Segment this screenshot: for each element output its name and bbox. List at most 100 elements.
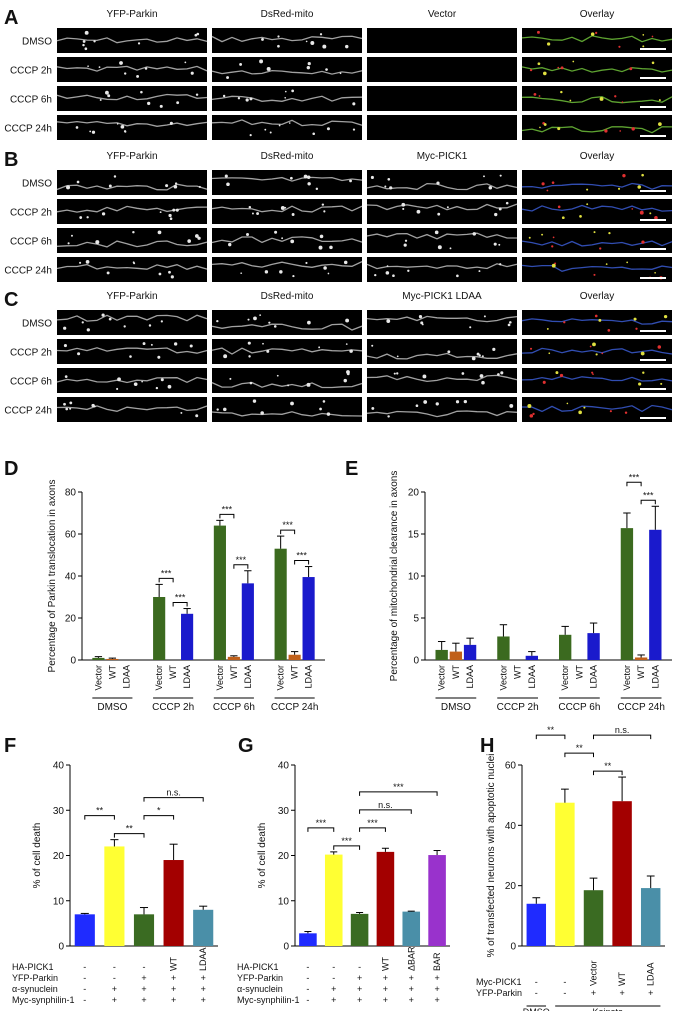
bar — [302, 577, 315, 660]
condition-value: + — [357, 973, 362, 983]
puncta — [614, 95, 617, 98]
condition-value: + — [141, 973, 146, 983]
puncta — [228, 242, 232, 247]
significance-bracket — [626, 481, 642, 487]
significance-bracket — [280, 529, 296, 535]
panel-letter: B — [4, 149, 18, 171]
neurite — [211, 323, 363, 331]
puncta — [325, 68, 328, 71]
puncta — [273, 325, 277, 328]
significance-bracket — [535, 734, 566, 740]
bar — [497, 636, 510, 660]
puncta — [318, 245, 323, 250]
micrograph — [57, 310, 207, 335]
significance-label: *** — [316, 818, 327, 828]
puncta — [651, 35, 654, 38]
puncta — [169, 121, 173, 125]
puncta — [269, 131, 272, 134]
puncta — [641, 240, 645, 244]
y-axis-label: Percentage of Parkin translocation in ax… — [47, 480, 58, 673]
significance-label: *** — [222, 504, 233, 514]
puncta — [401, 202, 406, 207]
condition-value: + — [201, 995, 206, 1005]
puncta — [268, 321, 271, 324]
puncta — [507, 323, 511, 327]
bar — [612, 801, 632, 946]
puncta — [142, 342, 146, 346]
puncta — [663, 314, 668, 319]
puncta — [589, 345, 592, 348]
x-tick-label: CCCP 6h — [558, 702, 600, 713]
y-tick-label: 20 — [53, 851, 65, 862]
puncta — [345, 343, 348, 345]
puncta — [79, 261, 82, 264]
puncta — [593, 273, 596, 276]
puncta — [172, 208, 176, 212]
puncta — [371, 406, 375, 410]
puncta — [533, 92, 537, 96]
x-tick-label: DMSO — [441, 702, 471, 713]
puncta — [120, 124, 125, 129]
puncta — [447, 350, 451, 354]
column-header: Overlay — [580, 151, 614, 162]
micrograph — [212, 115, 362, 140]
puncta — [226, 76, 230, 80]
neurite — [211, 69, 363, 75]
puncta — [586, 203, 589, 206]
neurite — [521, 404, 673, 413]
bar-label: LDAA — [527, 665, 537, 689]
condition-label: HA-PICK1 — [237, 962, 279, 972]
y-tick-label: 20 — [65, 614, 77, 625]
puncta — [599, 247, 602, 250]
puncta — [539, 126, 541, 129]
puncta — [488, 185, 493, 190]
micrograph — [367, 28, 517, 53]
column-header: YFP-Parkin — [106, 9, 157, 20]
puncta — [277, 35, 280, 38]
puncta — [239, 62, 243, 66]
puncta — [552, 236, 555, 239]
puncta — [107, 94, 111, 98]
micrograph — [212, 170, 362, 195]
puncta — [598, 318, 602, 322]
y-axis-label: % of cell death — [32, 823, 43, 889]
micrograph — [212, 310, 362, 335]
y-tick-label: 0 — [70, 656, 76, 667]
puncta — [259, 59, 264, 64]
puncta — [541, 233, 544, 236]
neurite — [521, 347, 673, 355]
puncta — [280, 206, 285, 210]
significance-bracket — [593, 734, 652, 740]
puncta — [592, 342, 596, 347]
puncta — [168, 213, 172, 218]
condition-value: Vector — [589, 960, 599, 986]
puncta — [306, 65, 311, 70]
significance-bracket — [219, 513, 235, 519]
neurite — [521, 96, 673, 104]
neurite — [521, 126, 673, 134]
column-header: YFP-Parkin — [106, 151, 157, 162]
column-header: Overlay — [580, 291, 614, 302]
puncta — [528, 236, 531, 239]
condition-value: - — [332, 973, 335, 983]
puncta — [329, 245, 333, 250]
bar — [558, 634, 572, 660]
puncta — [323, 210, 326, 213]
panel-letter: G — [238, 735, 254, 757]
condition-value: - — [535, 988, 538, 998]
puncta — [346, 370, 350, 374]
neurite — [521, 182, 673, 190]
puncta — [67, 242, 70, 245]
puncta — [349, 349, 353, 353]
puncta — [93, 40, 96, 43]
micrograph — [57, 115, 207, 140]
significance-bracket — [640, 499, 656, 505]
micrograph — [367, 170, 517, 195]
bar — [181, 613, 194, 660]
condition-label: Myc-synphilin-1 — [12, 995, 75, 1005]
puncta — [95, 240, 100, 245]
significance-bracket — [333, 845, 361, 850]
puncta — [157, 230, 162, 235]
bar-label: WT — [290, 665, 300, 679]
micrograph — [212, 57, 362, 82]
